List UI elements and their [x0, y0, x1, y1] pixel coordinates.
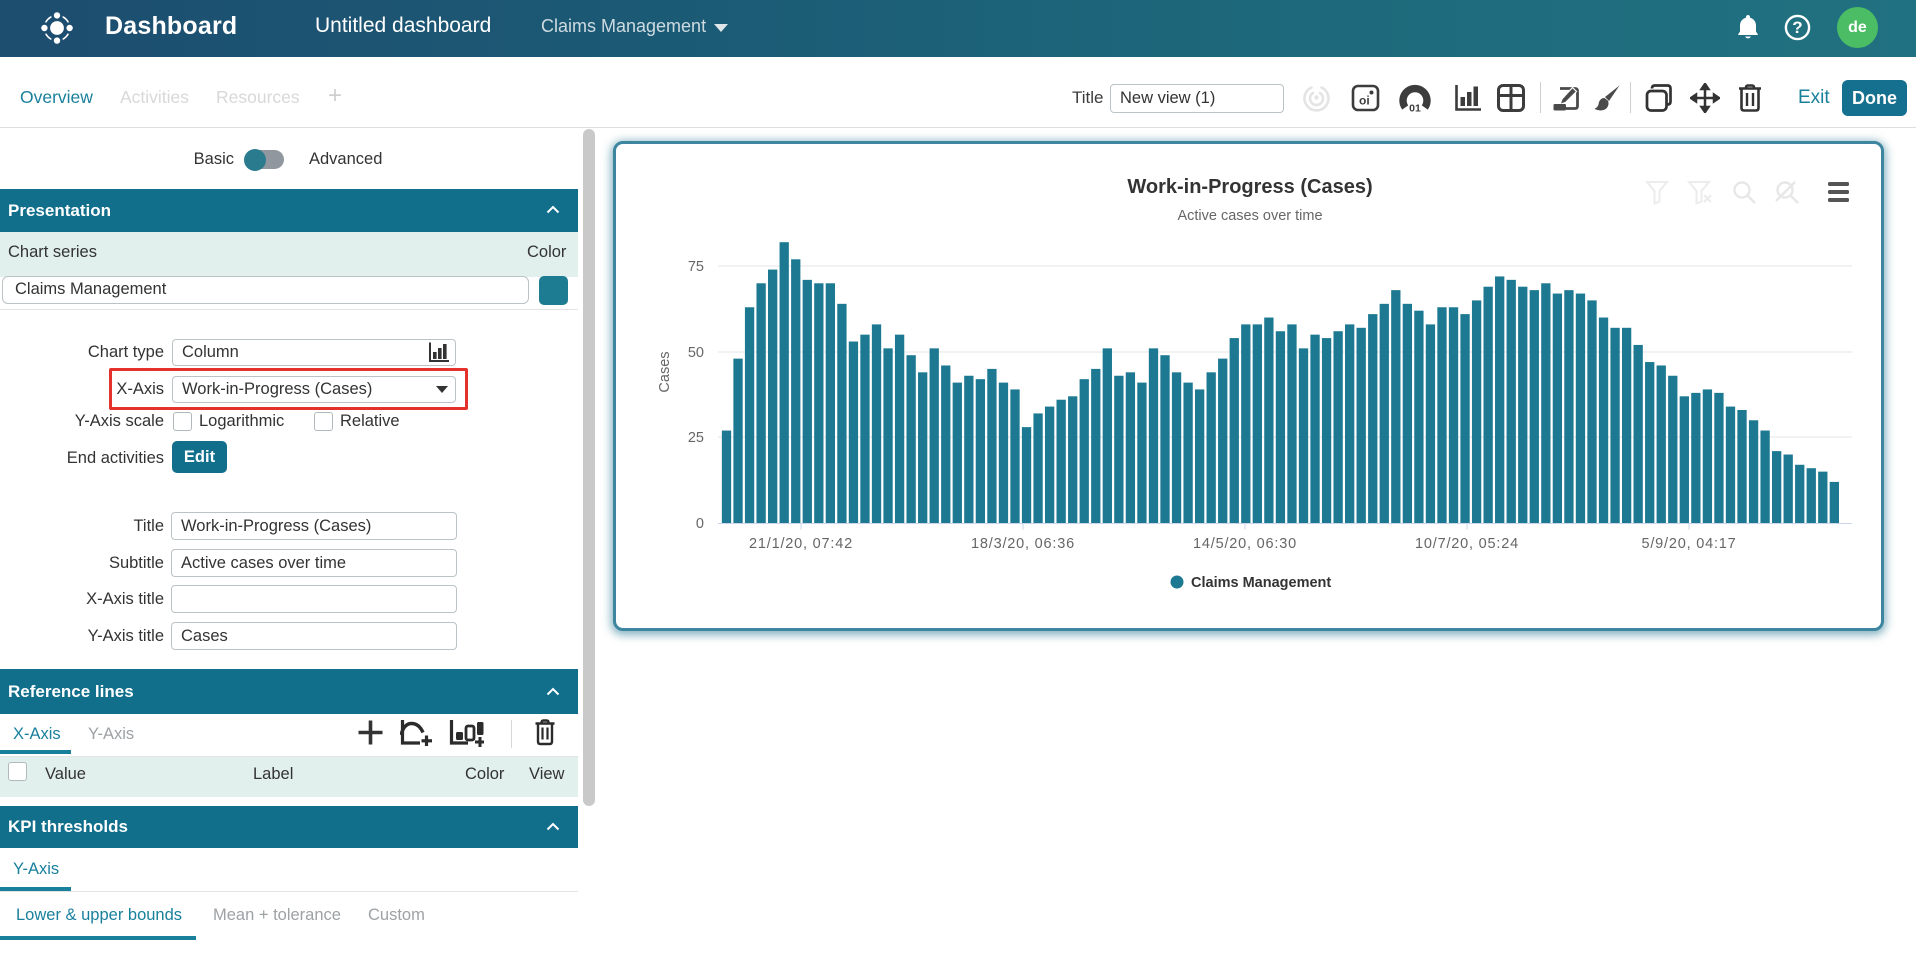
svg-text:Claims Management: Claims Management	[1191, 575, 1331, 591]
svg-text:50: 50	[688, 345, 704, 361]
svg-text:5/9/20, 04:17: 5/9/20, 04:17	[1641, 536, 1736, 552]
svg-text:Cases: Cases	[657, 351, 673, 392]
svg-text:75: 75	[688, 259, 704, 275]
svg-text:?: ?	[1792, 18, 1802, 37]
svg-text:0: 0	[696, 516, 704, 532]
svg-text:14/5/20, 06:30: 14/5/20, 06:30	[1193, 536, 1297, 552]
svg-text:oi: oi	[1359, 94, 1370, 108]
svg-text:18/3/20, 06:36: 18/3/20, 06:36	[971, 536, 1075, 552]
svg-text:25: 25	[688, 430, 704, 446]
svg-text:01: 01	[1409, 103, 1421, 115]
svg-text:21/1/20, 07:42: 21/1/20, 07:42	[749, 536, 853, 552]
svg-text:10/7/20, 05:24: 10/7/20, 05:24	[1415, 536, 1519, 552]
